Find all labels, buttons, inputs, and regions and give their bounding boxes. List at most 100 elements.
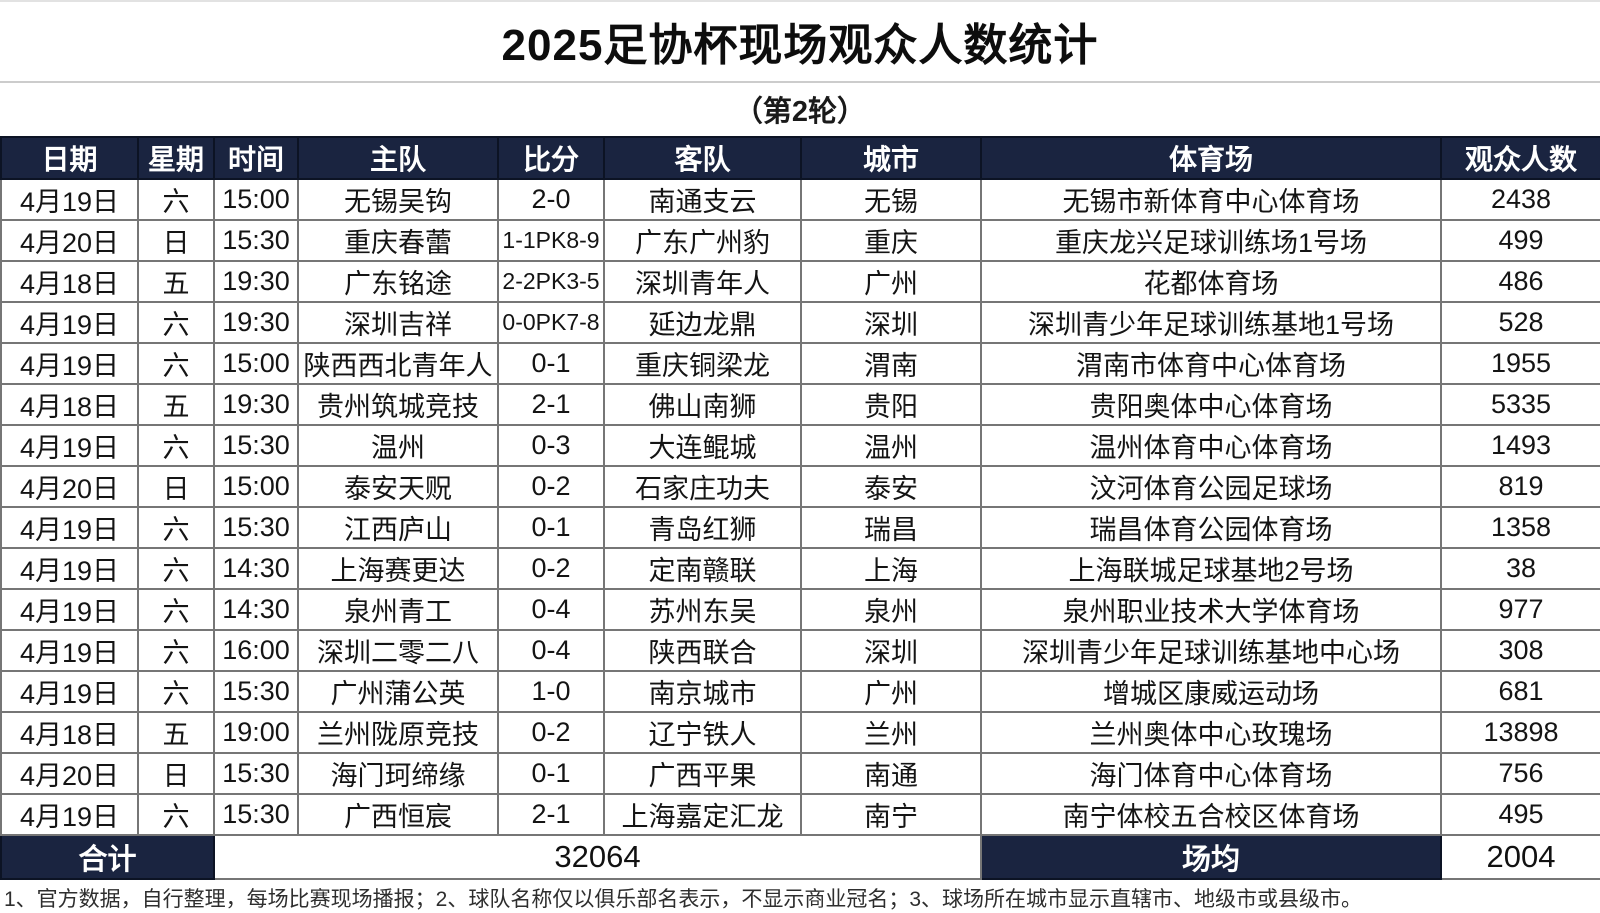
cell-attendance: 1358	[1440, 506, 1600, 549]
page-title: 2025足协杯现场观众人数统计	[0, 0, 1600, 83]
column-header-away: 客队	[603, 136, 802, 180]
cell-stadium: 泉州职业技术大学体育场	[980, 588, 1442, 631]
table-row: 4月18日五 19:30 贵州筑城竞技 2-1 佛山南狮 贵阳 贵阳奥体中心体育场 5335	[0, 383, 1600, 426]
cell-date: 4月19日	[0, 178, 139, 221]
cell-date: 4月19日	[0, 547, 139, 590]
table-row: 4月19日六 15:30 广州蒲公英 1-0 南京城市 广州 增城区康威运动场 681	[0, 670, 1600, 713]
column-header-home: 主队	[297, 136, 499, 180]
table-row: 4月19日六 15:00 无锡吴钩 2-0 南通支云 无锡 无锡市新体育中心体育场 2438	[0, 178, 1600, 221]
column-header-attendance: 观众人数	[1440, 136, 1600, 180]
cell-city: 贵阳	[800, 383, 982, 426]
cell-away: 南京城市	[603, 670, 802, 713]
cell-attendance: 756	[1440, 752, 1600, 795]
cell-home: 广州蒲公英	[297, 670, 499, 713]
column-header-time: 时间	[213, 136, 299, 180]
cell-city: 无锡	[800, 178, 982, 221]
column-header-date: 日期	[0, 136, 139, 180]
cell-score: 2-1	[497, 793, 605, 836]
cell-date: 4月19日	[0, 506, 139, 549]
column-header-weekday: 星期	[137, 136, 215, 180]
table-footer-row: 合计 32064 场均 2004	[0, 834, 1600, 880]
cell-away: 广东广州豹	[603, 219, 802, 262]
cell-stadium: 贵阳奥体中心体育场	[980, 383, 1442, 426]
cell-away: 辽宁铁人	[603, 711, 802, 754]
column-header-stadium: 体育场	[980, 136, 1442, 180]
cell-score: 0-4	[497, 588, 605, 631]
cell-home: 广西恒宸	[297, 793, 499, 836]
cell-weekday: 五	[137, 260, 215, 303]
cell-score: 2-2PK3-5	[497, 260, 605, 303]
cell-date: 4月20日	[0, 465, 139, 508]
cell-city: 深圳	[800, 301, 982, 344]
cell-away: 定南赣联	[603, 547, 802, 590]
cell-home: 无锡吴钩	[297, 178, 499, 221]
cell-score: 1-0	[497, 670, 605, 713]
cell-stadium: 花都体育场	[980, 260, 1442, 303]
table-row: 4月18日五 19:00 兰州陇原竞技 0-2 辽宁铁人 兰州 兰州奥体中心玫瑰场 13898	[0, 711, 1600, 754]
cell-weekday: 六	[137, 342, 215, 385]
cell-attendance: 2438	[1440, 178, 1600, 221]
table-row: 4月19日六 14:30 上海赛更达 0-2 定南赣联 上海 上海联城足球基地2号场 38	[0, 547, 1600, 590]
cell-date: 4月19日	[0, 342, 139, 385]
cell-date: 4月19日	[0, 588, 139, 631]
cell-weekday: 五	[137, 711, 215, 754]
table-row: 4月18日五 19:30 广东铭途 2-2PK3-5 深圳青年人 广州 花都体育场 486	[0, 260, 1600, 303]
cell-stadium: 南宁体校五合校区体育场	[980, 793, 1442, 836]
cell-stadium: 上海联城足球基地2号场	[980, 547, 1442, 590]
cell-away: 陕西联合	[603, 629, 802, 672]
cell-home: 重庆春蕾	[297, 219, 499, 262]
cell-score: 2-0	[497, 178, 605, 221]
cell-away: 上海嘉定汇龙	[603, 793, 802, 836]
cell-attendance: 13898	[1440, 711, 1600, 754]
cell-score: 0-0PK7-8	[497, 301, 605, 344]
cell-attendance: 5335	[1440, 383, 1600, 426]
page-subtitle: （第2轮）	[733, 96, 867, 128]
cell-weekday: 六	[137, 629, 215, 672]
cell-weekday: 六	[137, 793, 215, 836]
cell-city: 广州	[800, 260, 982, 303]
cell-home: 深圳二零二八	[297, 629, 499, 672]
table-row: 4月20日日 15:30 重庆春蕾 1-1PK8-9 广东广州豹 重庆 重庆龙兴足球训练场1…	[0, 219, 1600, 262]
cell-stadium: 温州体育中心体育场	[980, 424, 1442, 467]
cell-away: 大连鲲城	[603, 424, 802, 467]
cell-home: 温州	[297, 424, 499, 467]
cell-score: 0-2	[497, 711, 605, 754]
cell-stadium: 深圳青少年足球训练基地中心场	[980, 629, 1442, 672]
cell-attendance: 977	[1440, 588, 1600, 631]
cell-away: 延边龙鼎	[603, 301, 802, 344]
cell-weekday: 五	[137, 383, 215, 426]
cell-home: 深圳吉祥	[297, 301, 499, 344]
cell-attendance: 308	[1440, 629, 1600, 672]
table-row: 4月19日六 15:30 温州 0-3 大连鲲城 温州 温州体育中心体育场 1493	[0, 424, 1600, 467]
cell-home: 陕西西北青年人	[297, 342, 499, 385]
cell-time: 16:00	[213, 629, 299, 672]
cell-time: 15:30	[213, 219, 299, 262]
cell-weekday: 日	[137, 465, 215, 508]
cell-city: 泰安	[800, 465, 982, 508]
cell-date: 4月19日	[0, 670, 139, 713]
cell-attendance: 486	[1440, 260, 1600, 303]
cell-stadium: 深圳青少年足球训练基地1号场	[980, 301, 1442, 344]
cell-score: 0-1	[497, 752, 605, 795]
cell-home: 江西庐山	[297, 506, 499, 549]
cell-time: 15:30	[213, 752, 299, 795]
cell-city: 泉州	[800, 588, 982, 631]
cell-weekday: 六	[137, 301, 215, 344]
cell-weekday: 六	[137, 178, 215, 221]
cell-weekday: 六	[137, 506, 215, 549]
cell-city: 渭南	[800, 342, 982, 385]
cell-attendance: 681	[1440, 670, 1600, 713]
table-row: 4月20日日 15:00 泰安天贶 0-2 石家庄功夫 泰安 汶河体育公园足球场 819	[0, 465, 1600, 508]
cell-score: 0-1	[497, 506, 605, 549]
cell-stadium: 瑞昌体育公园体育场	[980, 506, 1442, 549]
cell-stadium: 海门体育中心体育场	[980, 752, 1442, 795]
cell-city: 温州	[800, 424, 982, 467]
cell-weekday: 六	[137, 547, 215, 590]
cell-away: 深圳青年人	[603, 260, 802, 303]
cell-score: 0-4	[497, 629, 605, 672]
total-value: 32064	[213, 834, 982, 880]
cell-score: 1-1PK8-9	[497, 219, 605, 262]
cell-time: 19:30	[213, 383, 299, 426]
table-row: 4月19日六 15:00 陕西西北青年人 0-1 重庆铜梁龙 渭南 渭南市体育中心体育场 19…	[0, 342, 1600, 385]
